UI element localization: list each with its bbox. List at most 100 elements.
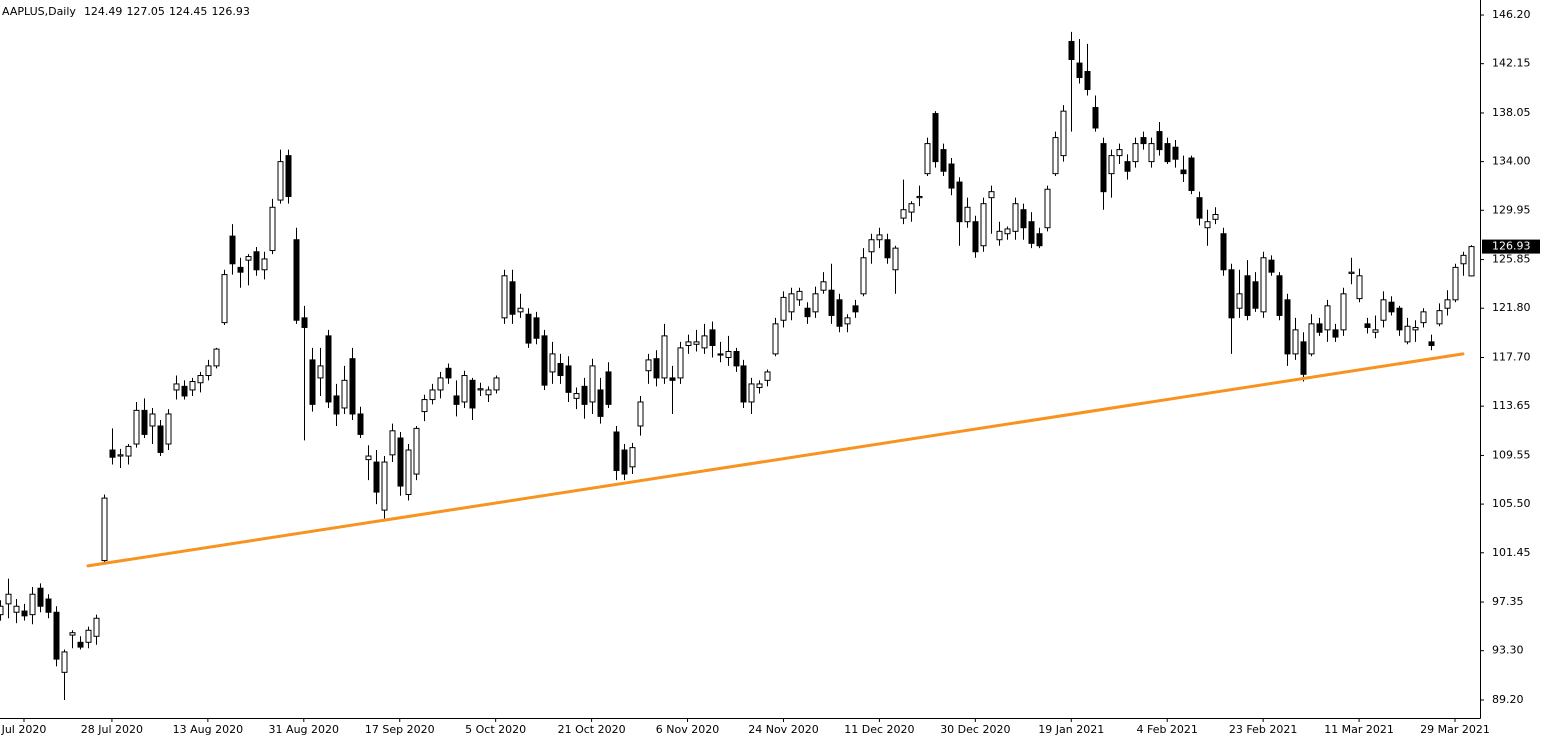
bear-body	[1220, 233, 1227, 271]
bear-body	[1156, 131, 1163, 151]
bull-body	[269, 206, 276, 252]
y-tick-label: 121.80	[1492, 301, 1531, 314]
bear-body	[940, 149, 947, 172]
price-box-label: 126.93	[1492, 240, 1531, 253]
bull-body	[1052, 137, 1059, 175]
bull-body	[549, 353, 556, 373]
candles	[0, 31, 1475, 700]
bear-body	[309, 359, 316, 405]
bear-body	[285, 155, 292, 197]
bear-body	[733, 350, 740, 367]
x-tick-label: 11 Dec 2020	[844, 723, 914, 736]
bear-body	[932, 113, 939, 163]
bear-body	[1068, 40, 1075, 60]
bull-body	[61, 651, 68, 673]
x-tick-label: 13 Aug 2020	[173, 723, 243, 736]
bull-body	[277, 161, 284, 201]
bull-body	[0, 605, 4, 616]
bull-body	[133, 409, 140, 445]
bull-body	[1004, 228, 1011, 235]
bear-body	[325, 335, 332, 403]
bull-body	[908, 203, 915, 213]
y-tick-label: 146.20	[1492, 8, 1531, 21]
y-tick-label: 142.15	[1492, 57, 1531, 70]
bull-body	[748, 383, 755, 403]
bear-body	[397, 437, 404, 487]
bear-body	[1276, 275, 1283, 316]
bull-body	[205, 365, 212, 377]
bear-body	[445, 367, 452, 379]
bear-body	[1036, 233, 1043, 247]
bear-body	[469, 379, 476, 409]
bear-body	[1028, 221, 1035, 244]
high-value: 127.05	[126, 5, 165, 18]
bull-body	[5, 593, 12, 605]
bear-body	[1396, 307, 1403, 331]
bull-body	[1108, 155, 1115, 175]
bear-body	[357, 413, 364, 435]
bear-body	[565, 365, 572, 393]
bull-body	[261, 258, 268, 271]
y-tick-label: 113.65	[1492, 399, 1531, 412]
bull-body	[1308, 323, 1315, 355]
bull-body	[117, 454, 124, 457]
x-tick-label: 19 Jan 2021	[1038, 723, 1104, 736]
bull-body	[165, 413, 172, 445]
bear-body	[1428, 341, 1435, 346]
price-box	[1482, 239, 1540, 254]
bull-body	[868, 239, 875, 253]
bull-body	[1060, 110, 1067, 157]
bull-body	[892, 247, 899, 271]
bear-body	[1300, 341, 1307, 375]
bear-body	[1364, 323, 1371, 328]
x-tick-label: 5 Oct 2020	[465, 723, 526, 736]
bull-body	[1436, 310, 1443, 325]
bull-body	[437, 377, 444, 391]
bull-body	[844, 317, 851, 325]
bull-body	[1468, 246, 1475, 277]
bull-body	[996, 230, 1003, 241]
bull-body	[1012, 203, 1019, 232]
bull-body	[1412, 326, 1419, 331]
bear-body	[141, 409, 148, 435]
bull-body	[389, 430, 396, 456]
y-tick-label: 117.70	[1492, 350, 1531, 363]
bull-body	[493, 377, 500, 391]
bull-body	[645, 359, 652, 372]
bull-body	[341, 379, 348, 409]
bear-body	[45, 598, 52, 613]
bear-body	[1100, 143, 1107, 193]
bull-body	[1132, 143, 1139, 163]
bear-body	[653, 358, 660, 379]
bull-body	[29, 593, 36, 616]
bull-body	[812, 293, 819, 313]
bear-body	[605, 371, 612, 405]
bull-body	[876, 234, 883, 241]
bull-body	[1372, 329, 1379, 333]
bear-body	[1172, 146, 1179, 160]
bear-body	[37, 587, 44, 607]
bull-body	[405, 449, 412, 495]
bull-body	[189, 381, 196, 391]
bull-body	[764, 371, 771, 381]
bull-body	[1324, 305, 1331, 331]
bull-body	[780, 296, 787, 321]
bear-body	[229, 235, 236, 265]
x-tick-label: 21 Oct 2020	[558, 723, 626, 736]
bear-body	[109, 449, 116, 458]
bear-body	[1092, 107, 1099, 129]
bear-body	[740, 365, 747, 403]
bull-body	[149, 413, 156, 427]
bull-body	[381, 461, 388, 511]
bull-body	[693, 341, 700, 345]
bear-body	[852, 305, 859, 313]
x-tick-label: 6 Nov 2020	[656, 723, 719, 736]
low-value: 124.45	[169, 5, 208, 18]
bull-body	[916, 195, 923, 199]
bull-body	[980, 203, 987, 247]
x-tick-label: 23 Feb 2021	[1229, 723, 1297, 736]
bull-body	[1116, 149, 1123, 157]
x-tick-label: 11 Mar 2021	[1324, 723, 1394, 736]
bull-body	[573, 393, 580, 399]
